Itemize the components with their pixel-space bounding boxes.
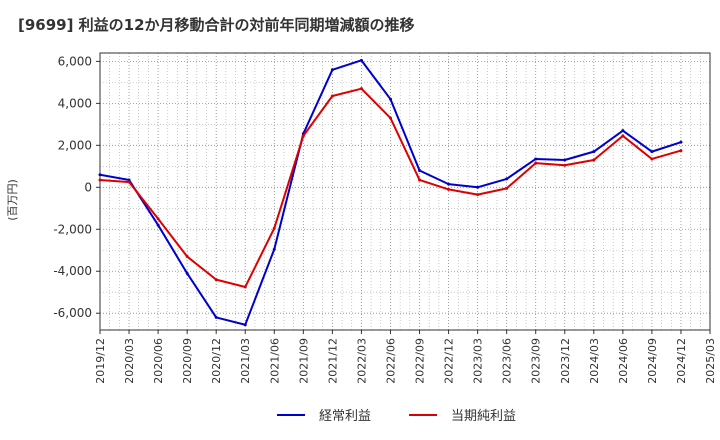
data-point <box>534 157 538 161</box>
data-point <box>156 217 160 221</box>
x-tick-label: 2024/06 <box>617 338 630 384</box>
y-tick-label: 0 <box>84 180 92 194</box>
data-point <box>185 255 189 259</box>
data-point <box>650 157 654 161</box>
data-point <box>621 134 625 138</box>
data-point <box>447 182 451 186</box>
x-tick-label: 2024/09 <box>646 338 659 384</box>
x-tick-label: 2020/03 <box>123 338 136 384</box>
data-point <box>127 180 131 184</box>
x-tick-label: 2022/06 <box>384 338 397 384</box>
x-tick-label: 2023/06 <box>501 338 514 384</box>
x-tick-label: 2025/03 <box>704 338 717 384</box>
chart-title: [9699] 利益の12か月移動合計の対前年同期増減額の推移 <box>18 16 415 34</box>
data-point <box>418 178 422 182</box>
data-point <box>476 193 480 197</box>
data-point <box>592 158 596 162</box>
x-tick-label: 2022/12 <box>443 338 456 384</box>
data-point <box>272 247 276 251</box>
data-point <box>679 140 683 144</box>
y-tick-label: -2,000 <box>53 222 92 236</box>
y-tick-label: -6,000 <box>53 306 92 320</box>
y-tick-label: 4,000 <box>58 96 92 110</box>
x-tick-label: 2021/12 <box>326 338 339 384</box>
y-axis: -6,000 -4,000 -2,000 0 2,000 4,000 6,000 <box>53 54 100 320</box>
series-lines <box>98 58 683 327</box>
data-point <box>156 223 160 227</box>
data-point <box>418 169 422 173</box>
data-point <box>592 150 596 154</box>
x-tick-label: 2021/06 <box>268 338 281 384</box>
x-axis: 2019/12 2020/03 2020/06 2020/09 2020/12 2021/… <box>94 330 717 384</box>
x-tick-label: 2019/12 <box>94 338 107 384</box>
y-axis-label: (百万円) <box>6 179 19 221</box>
x-tick-label: 2020/09 <box>181 338 194 384</box>
data-point <box>359 58 363 62</box>
x-tick-label: 2020/06 <box>152 338 165 384</box>
legend-label: 当期純利益 <box>451 409 516 424</box>
y-tick-label: -4,000 <box>53 264 92 278</box>
data-point <box>243 285 247 289</box>
data-point <box>330 68 334 72</box>
x-tick-label: 2023/03 <box>472 338 485 384</box>
legend: 経常利益 当期純利益 <box>277 409 516 424</box>
data-point <box>563 163 567 167</box>
data-point <box>650 150 654 154</box>
x-tick-label: 2022/09 <box>414 338 427 384</box>
data-point <box>563 158 567 162</box>
data-point <box>214 315 218 319</box>
x-tick-label: 2021/03 <box>239 338 252 384</box>
y-tick-label: 2,000 <box>58 138 92 152</box>
x-tick-label: 2023/12 <box>559 338 572 384</box>
data-point <box>243 323 247 327</box>
x-tick-label: 2023/09 <box>530 338 543 384</box>
x-tick-label: 2020/12 <box>210 338 223 384</box>
plot-area <box>99 52 711 331</box>
data-point <box>476 185 480 189</box>
data-point <box>272 226 276 230</box>
legend-label: 経常利益 <box>319 409 371 424</box>
data-point <box>505 177 509 181</box>
data-point <box>621 129 625 133</box>
data-point <box>388 97 392 101</box>
data-point <box>679 149 683 153</box>
data-point <box>330 94 334 98</box>
grid <box>99 53 711 330</box>
x-tick-label: 2021/09 <box>297 338 310 384</box>
data-point <box>388 116 392 120</box>
x-tick-label: 2024/03 <box>588 338 601 384</box>
data-point <box>127 178 131 182</box>
data-point <box>359 87 363 91</box>
y-tick-label: 6,000 <box>58 54 92 68</box>
data-point <box>98 173 102 177</box>
data-point <box>534 161 538 165</box>
x-tick-label: 2024/12 <box>675 338 688 384</box>
data-point <box>185 271 189 275</box>
x-tick-label: 2022/03 <box>355 338 368 384</box>
data-point <box>447 187 451 191</box>
data-point <box>301 134 305 138</box>
data-point <box>214 278 218 282</box>
data-point <box>98 178 102 182</box>
data-point <box>505 186 509 190</box>
